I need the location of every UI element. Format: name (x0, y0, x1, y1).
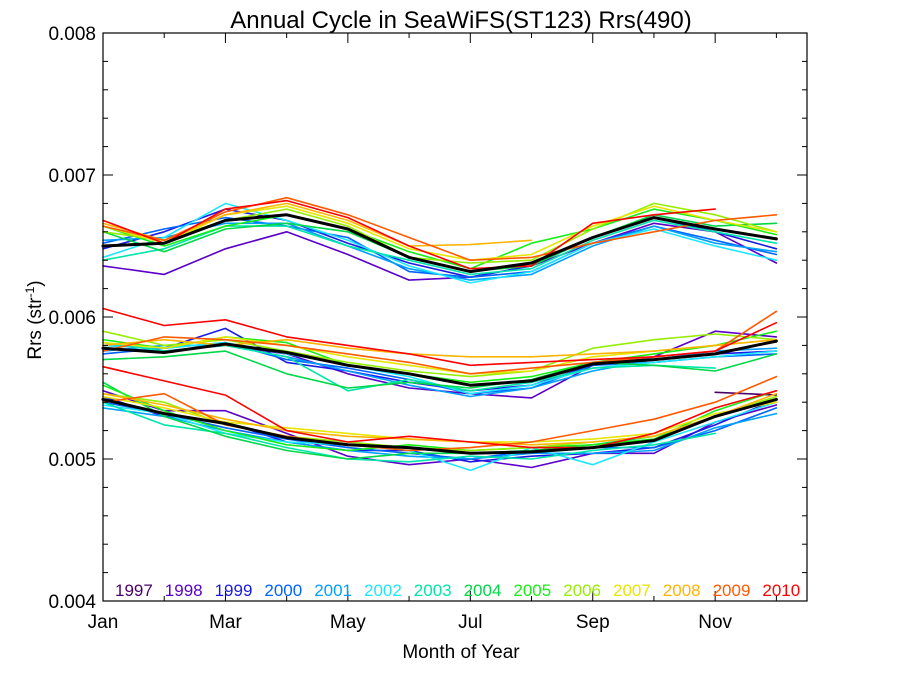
y-axis-label-main: Rrs (str (25, 297, 46, 360)
y-tick-label: 0.006 (48, 308, 96, 329)
mean-line-lower (101, 397, 778, 455)
legend-entry-1998: 1998 (165, 581, 203, 600)
mean-line-upper (101, 213, 778, 274)
x-axis-label: Month of Year (402, 642, 520, 663)
y-axis-label: Rrs (str-1) (23, 280, 46, 359)
x-tick-label: Sep (576, 612, 610, 633)
x-tick-label: May (330, 612, 366, 633)
series-line-lower-2001 (102, 407, 778, 460)
series-line-lower-2002 (102, 401, 778, 472)
legend-entry-1999: 1999 (215, 581, 253, 600)
y-tick-label: 0.008 (48, 24, 96, 45)
x-tick-label: Jan (88, 612, 119, 633)
legend-entry-1997: 1997 (115, 581, 153, 600)
series-line-lower-2008 (102, 392, 778, 446)
y-tick-label: 0.005 (48, 450, 96, 471)
series-line-upper-2002 (102, 202, 778, 284)
legend: 1997 1998 1999 2000 2001 2002 2003 2004 2005 2006… (115, 581, 800, 600)
series-line-lower-2005 (102, 384, 778, 452)
x-tick-label: Nov (698, 612, 732, 633)
legend-entry-2005: 2005 (513, 581, 551, 600)
series-line-lower-2010 (102, 365, 778, 449)
mean-line-middle (101, 339, 778, 387)
legend-entry-2008: 2008 (663, 581, 701, 600)
mean-layer (101, 213, 778, 455)
legend-entry-2004: 2004 (464, 581, 502, 600)
y-tick-label: 0.007 (48, 166, 96, 187)
series-line-lower-2000 (102, 401, 778, 460)
tick-labels-layer: Jan Mar May Jul Sep Nov 0.004 0.005 0.006 0.007 0.… (48, 24, 732, 633)
series-line-upper-2010 (102, 199, 716, 270)
series-line-lower-1998 (102, 390, 778, 469)
legend-entry-2006: 2006 (563, 581, 601, 600)
series-line-upper-2009 (102, 196, 778, 261)
series-line-upper-1998 (102, 222, 778, 281)
series-line-upper-2001 (102, 222, 778, 281)
legend-entry-2002: 2002 (364, 581, 402, 600)
series-line-middle-2009 (102, 310, 778, 375)
x-tick-label: Jul (458, 612, 482, 633)
legend-entry-2009: 2009 (713, 581, 751, 600)
ticks-layer (102, 32, 807, 602)
y-axis-label-superscript: -1 (23, 286, 37, 297)
legend-entry-2010: 2010 (762, 581, 800, 600)
series-line-middle-2006 (102, 330, 778, 378)
series-layer (102, 196, 778, 472)
series-line-middle-2010 (102, 307, 778, 367)
plot-frame (102, 32, 808, 602)
chart-title: Annual Cycle in SeaWiFS(ST123) Rrs(490) (230, 7, 692, 34)
series-line-middle-2004 (102, 350, 778, 389)
legend-entry-2007: 2007 (613, 581, 651, 600)
legend-entry-2000: 2000 (264, 581, 302, 600)
y-axis-label-end: ) (25, 280, 46, 286)
legend-entry-2003: 2003 (414, 581, 452, 600)
series-line-lower-2003 (102, 401, 716, 463)
y-tick-label: 0.004 (48, 592, 96, 613)
series-line-middle-2003 (102, 341, 716, 392)
x-tick-label: Mar (209, 612, 242, 633)
legend-entry-2001: 2001 (314, 581, 352, 600)
